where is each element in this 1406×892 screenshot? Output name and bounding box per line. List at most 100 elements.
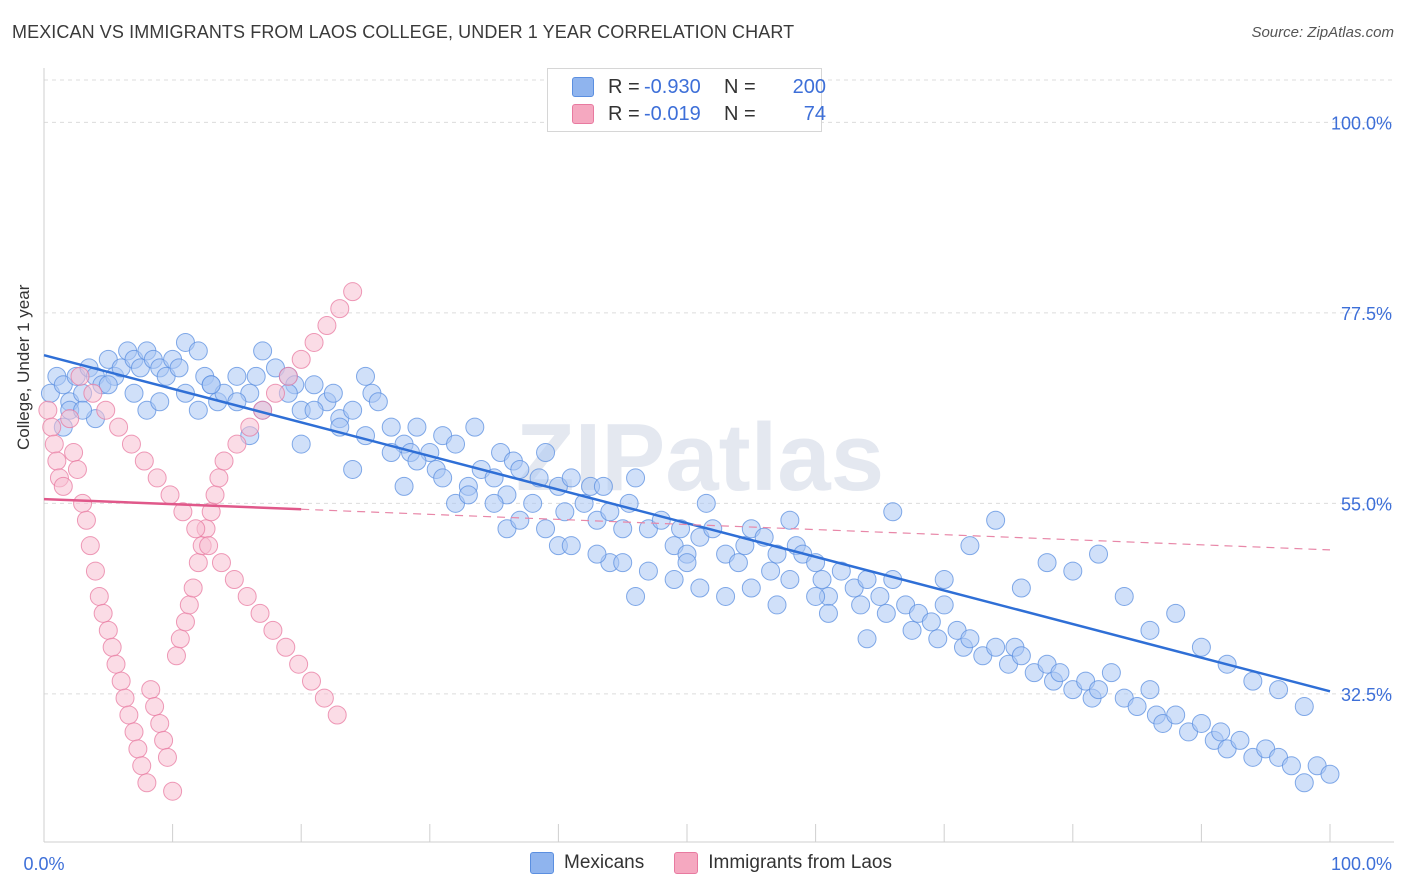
- point-laos: [76, 510, 96, 530]
- point-mexicans: [638, 561, 658, 581]
- legend-item-mexicans[interactable]: Mexicans: [530, 852, 644, 874]
- point-laos: [42, 417, 62, 437]
- point-mexicans: [536, 443, 556, 463]
- point-mexicans: [343, 400, 363, 420]
- point-laos: [163, 781, 183, 801]
- legend-n-value: 74: [803, 102, 826, 125]
- point-mexicans: [613, 519, 633, 539]
- legend-n-label: N =: [724, 102, 756, 125]
- point-laos: [53, 476, 73, 496]
- point-mexicans: [555, 502, 575, 522]
- point-mexicans: [934, 595, 954, 615]
- point-mexicans: [343, 459, 363, 479]
- point-laos: [98, 620, 118, 640]
- point-mexicans: [934, 570, 954, 590]
- legend-label-mexicans: Mexicans: [564, 852, 645, 873]
- trend-line-laos: [43, 497, 302, 511]
- point-laos: [115, 688, 135, 708]
- point-mexicans: [1211, 722, 1231, 742]
- point-mexicans: [767, 595, 787, 615]
- point-laos: [263, 620, 283, 640]
- point-laos: [64, 443, 84, 463]
- point-mexicans: [1114, 586, 1134, 606]
- point-laos: [111, 671, 131, 691]
- point-mexicans: [484, 493, 504, 513]
- point-mexicans: [1166, 705, 1186, 725]
- point-laos: [137, 773, 157, 793]
- point-laos: [227, 434, 247, 454]
- point-mexicans: [626, 468, 646, 488]
- y-tick-label: 55.0%: [1341, 494, 1392, 514]
- point-mexicans: [1294, 773, 1314, 793]
- point-laos: [214, 451, 234, 471]
- point-mexicans: [613, 553, 633, 573]
- point-mexicans: [536, 519, 556, 539]
- point-laos: [314, 688, 334, 708]
- point-mexicans: [1127, 697, 1147, 717]
- point-laos: [93, 603, 113, 623]
- x-tick-label: 100.0%: [1331, 854, 1392, 874]
- point-mexicans: [664, 570, 684, 590]
- legend-row-mexicans: R = -0.930 N = 200: [572, 75, 826, 99]
- point-laos: [179, 595, 199, 615]
- point-laos: [224, 570, 244, 590]
- point-laos: [211, 553, 231, 573]
- point-mexicans: [716, 586, 736, 606]
- point-mexicans: [1166, 603, 1186, 623]
- point-mexicans: [960, 629, 980, 649]
- point-mexicans: [304, 400, 324, 420]
- point-mexicans: [1243, 671, 1263, 691]
- point-mexicans: [986, 637, 1006, 657]
- point-mexicans: [883, 502, 903, 522]
- point-laos: [73, 493, 93, 513]
- point-mexicans: [1050, 663, 1070, 683]
- point-mexicans: [523, 493, 543, 513]
- point-mexicans: [1089, 544, 1109, 564]
- legend-n-value: 200: [792, 75, 826, 98]
- y-tick-label: 100.0%: [1331, 113, 1392, 133]
- point-mexicans: [323, 383, 343, 403]
- point-mexicans: [741, 578, 761, 598]
- point-laos: [38, 400, 58, 420]
- point-laos: [102, 637, 122, 657]
- point-laos: [141, 680, 161, 700]
- x-tick-label: 0.0%: [23, 854, 64, 874]
- legend-swatch-laos: [674, 852, 699, 874]
- legend-item-laos[interactable]: Immigrants from Laos: [674, 852, 892, 874]
- point-mexicans: [1191, 637, 1211, 657]
- point-mexicans: [465, 417, 485, 437]
- point-mexicans: [767, 544, 787, 564]
- point-mexicans: [246, 366, 266, 386]
- point-mexicans: [291, 434, 311, 454]
- point-mexicans: [188, 400, 208, 420]
- point-mexicans: [1011, 646, 1031, 666]
- point-mexicans: [851, 595, 871, 615]
- point-laos: [278, 366, 298, 386]
- point-mexicans: [857, 570, 877, 590]
- legend-label-laos: Immigrants from Laos: [708, 852, 892, 873]
- trend-line-laos-extension: [301, 508, 1331, 551]
- point-mexicans: [677, 553, 697, 573]
- point-laos: [132, 756, 152, 776]
- point-laos: [147, 468, 167, 488]
- point-mexicans: [1037, 553, 1057, 573]
- point-mexicans: [921, 612, 941, 632]
- point-laos: [150, 713, 170, 733]
- chart-source: Source: ZipAtlas.com: [1251, 24, 1394, 41]
- point-mexicans: [806, 586, 826, 606]
- stats-legend: R = -0.930 N = 200 R = -0.019 N = 74: [547, 68, 826, 132]
- point-mexicans: [381, 417, 401, 437]
- point-laos: [157, 747, 177, 767]
- point-laos: [70, 366, 90, 386]
- point-laos: [89, 586, 109, 606]
- point-laos: [188, 553, 208, 573]
- y-tick-label: 32.5%: [1341, 685, 1392, 705]
- chart-title: MEXICAN VS IMMIGRANTS FROM LAOS COLLEGE,…: [12, 22, 795, 42]
- point-laos: [119, 705, 139, 725]
- point-mexicans: [446, 434, 466, 454]
- point-mexicans: [728, 553, 748, 573]
- point-mexicans: [831, 561, 851, 581]
- point-laos: [304, 332, 324, 352]
- point-mexicans: [1294, 697, 1314, 717]
- point-laos: [237, 586, 257, 606]
